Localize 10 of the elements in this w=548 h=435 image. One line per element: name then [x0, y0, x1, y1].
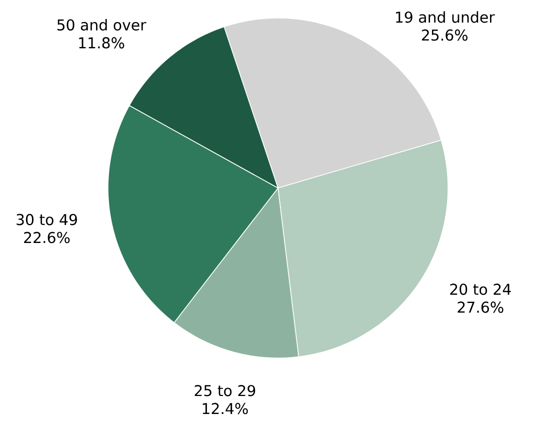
- slice-label: 25 to 29: [194, 384, 256, 396]
- data-label: 11.8%: [79, 37, 124, 48]
- slice-label: 30 to 49: [16, 214, 77, 226]
- slice-label: 19 and under: [396, 11, 495, 23]
- data-label: 12.4%: [202, 402, 248, 414]
- slice-label: 20 to 24: [450, 284, 511, 295]
- slice-label: 50 and over: [57, 19, 146, 31]
- data-label: 22.6%: [24, 232, 70, 244]
- data-label: 27.6%: [458, 302, 504, 313]
- data-label: 25.6%: [422, 29, 468, 41]
